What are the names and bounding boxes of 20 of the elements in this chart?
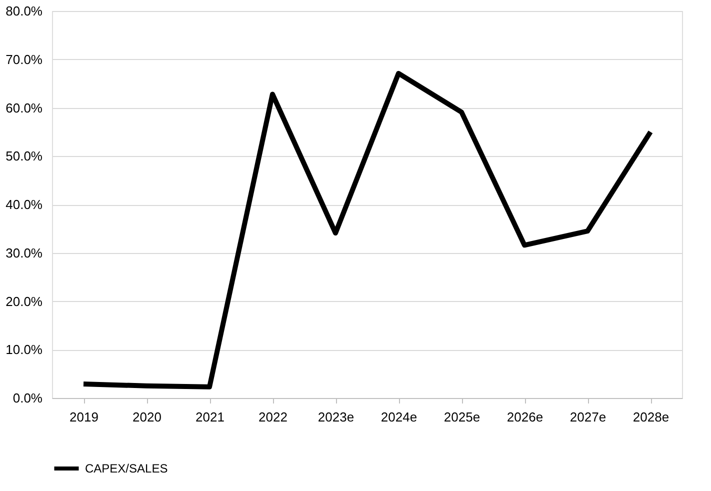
y-tick-label: 80.0% bbox=[6, 4, 43, 18]
y-tick-label: 10.0% bbox=[6, 342, 43, 358]
x-tick-label: 2020 bbox=[132, 410, 162, 424]
y-tick-label: 30.0% bbox=[6, 245, 43, 260]
x-tick-label: 2024e bbox=[380, 410, 418, 424]
x-tick-label: 2025e bbox=[444, 410, 480, 424]
x-tick-label: 2021 bbox=[196, 410, 224, 424]
legend-label: CAPEX/SALES bbox=[85, 462, 168, 476]
y-tick-label: 20.0% bbox=[6, 294, 43, 309]
x-tick-label: 2028e bbox=[632, 410, 670, 424]
y-tick-label: 60.0% bbox=[6, 100, 43, 116]
x-tick-label: 2023e bbox=[318, 410, 354, 424]
x-tick-label: 2019 bbox=[70, 410, 98, 424]
y-tick-label: 70.0% bbox=[6, 52, 43, 67]
x-tick-label: 2027e bbox=[570, 410, 606, 424]
x-tick-label: 2026e bbox=[506, 410, 544, 424]
y-tick-label: 0.0% bbox=[12, 390, 43, 406]
y-tick-label: 40.0% bbox=[6, 197, 43, 212]
y-tick-label: 50.0% bbox=[6, 148, 43, 164]
x-tick-label: 2022 bbox=[258, 410, 288, 424]
